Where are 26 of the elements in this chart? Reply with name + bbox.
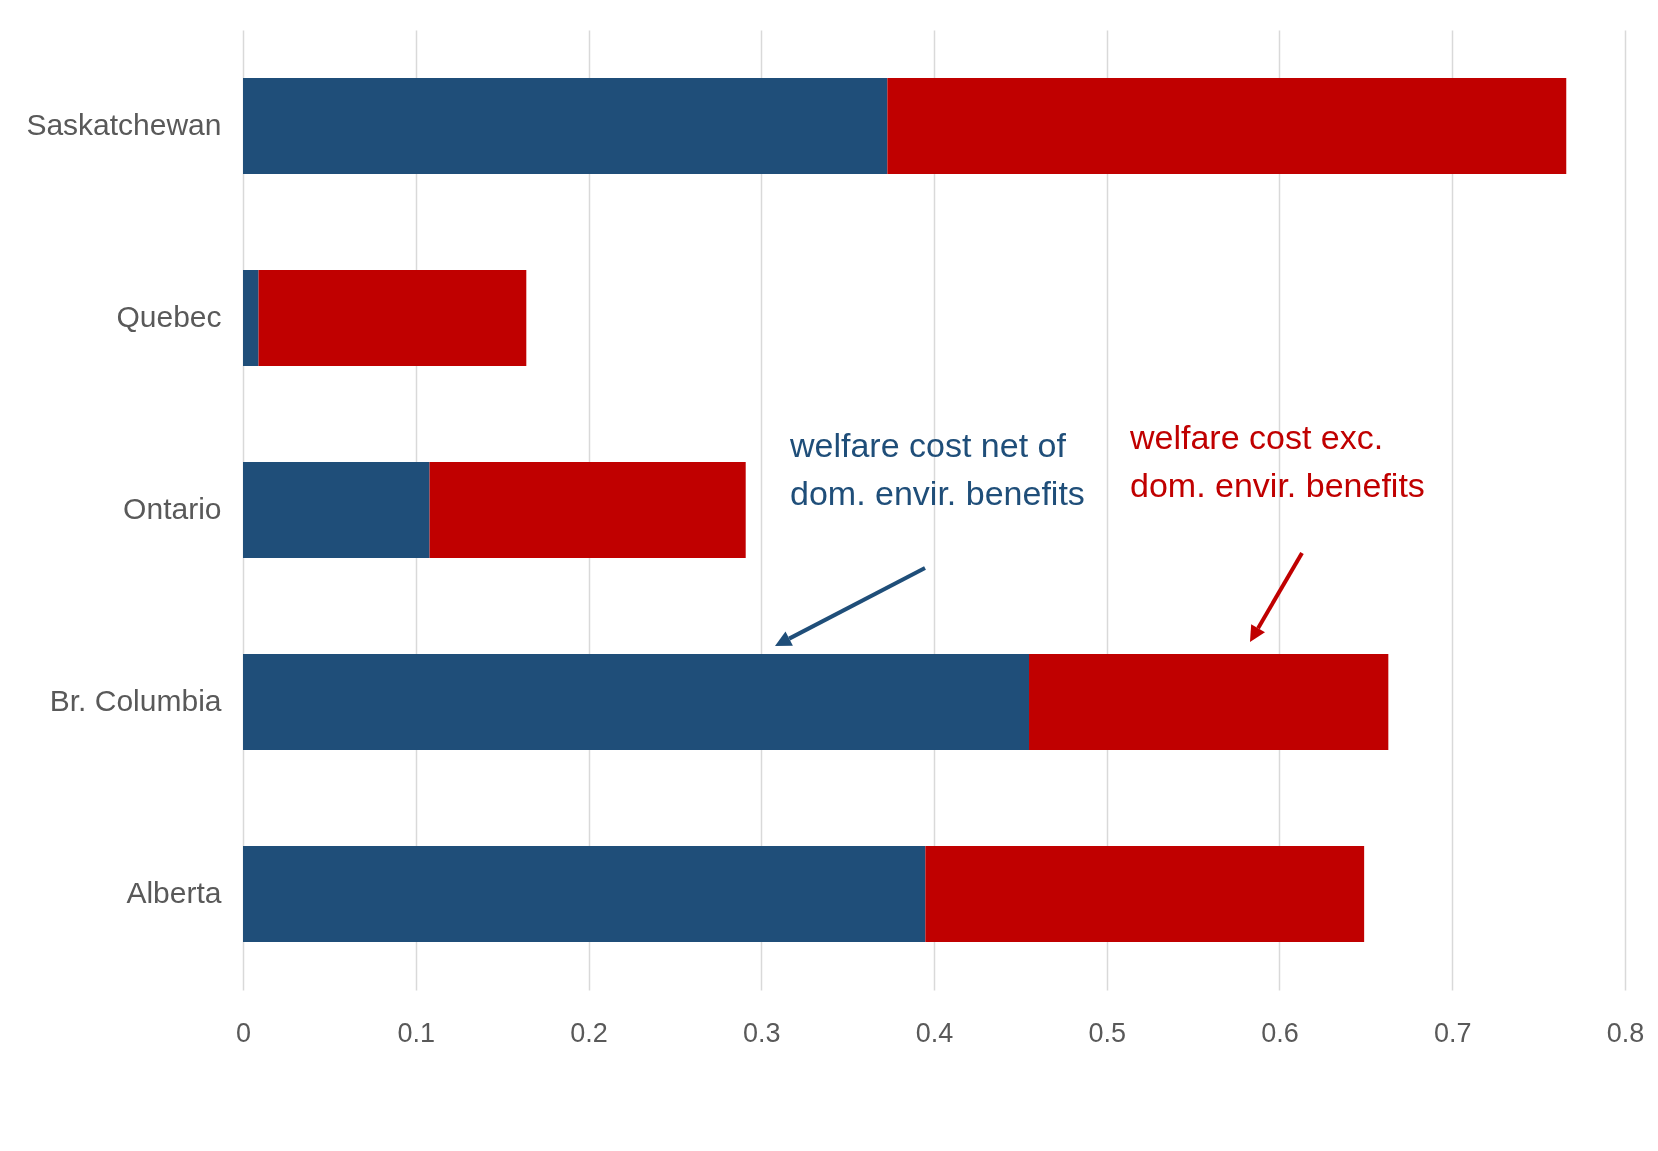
x-tick-label: 0.3 — [742, 1017, 781, 1048]
bar — [243, 462, 430, 558]
x-tick-label: 0.1 — [397, 1017, 436, 1048]
y-tick-label: Quebec — [116, 300, 222, 333]
x-tick-label: 0.7 — [1433, 1017, 1472, 1048]
x-tick-label: 0.8 — [1606, 1017, 1645, 1048]
x-tick-label: 0.6 — [1261, 1017, 1299, 1048]
y-tick-label: Br. Columbia — [49, 684, 222, 717]
x-tick-label: 0 — [235, 1017, 252, 1048]
y-tick-label: Ontario — [123, 492, 222, 525]
bar — [243, 654, 1030, 750]
bar — [1029, 654, 1389, 750]
y-tick-label: Saskatchewan — [26, 108, 222, 141]
x-tick-label: 0.5 — [1088, 1017, 1127, 1048]
bar — [243, 846, 926, 942]
bar — [887, 78, 1567, 174]
bar — [243, 78, 888, 174]
bar — [925, 846, 1365, 942]
bar — [429, 462, 746, 558]
x-tick-label: 0.4 — [915, 1017, 954, 1048]
bar — [243, 270, 259, 366]
y-tick-label: Alberta — [126, 876, 222, 909]
text: welfare cost net of dom. envir. benefits — [789, 426, 1085, 512]
text: welfare cost exc. dom. envir. benefits — [1129, 418, 1425, 504]
bar — [258, 270, 527, 366]
x-tick-label: 0.2 — [570, 1017, 608, 1048]
